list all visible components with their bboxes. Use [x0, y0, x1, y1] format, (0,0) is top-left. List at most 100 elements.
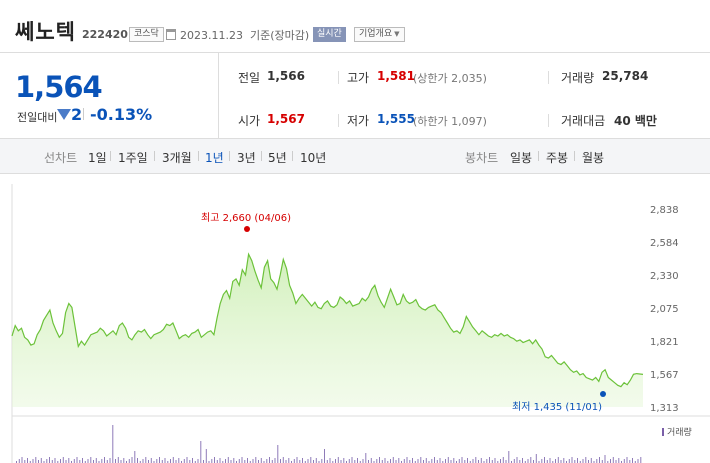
volume-bar — [560, 460, 562, 463]
period-5y[interactable]: 5년 — [268, 151, 287, 165]
volume-bar — [203, 460, 204, 463]
volume-bar — [178, 458, 180, 463]
period-1w[interactable]: 1주일 — [118, 151, 148, 165]
realtime-button[interactable]: 실시간 — [313, 27, 346, 42]
volume-bar — [502, 457, 504, 463]
volume-bar — [76, 457, 78, 463]
down-triangle-icon — [57, 109, 71, 120]
volume-bar — [442, 461, 444, 463]
company-overview-button[interactable]: 기업개요 ▼ — [354, 27, 405, 42]
volume-bar — [343, 458, 345, 463]
lower-limit: (하한가 1,097) — [413, 115, 487, 128]
volume-bar — [406, 457, 408, 463]
volume-bar — [403, 459, 405, 463]
volume-bar — [623, 459, 625, 463]
y-tick-label: 1,567 — [650, 370, 679, 381]
volume-bar — [192, 458, 193, 463]
period-10y[interactable]: 10년 — [300, 151, 327, 165]
volume-bar — [425, 458, 427, 463]
volume-bar — [269, 457, 270, 463]
volume-bar — [368, 460, 369, 463]
volume-bar — [423, 460, 424, 463]
volume-bar — [494, 458, 496, 463]
volume-bar — [120, 460, 122, 463]
volume-bar — [555, 459, 556, 463]
volume-bar — [436, 460, 438, 463]
volume-bar — [538, 461, 540, 463]
volume-bar — [241, 457, 243, 463]
volume-bar — [511, 461, 512, 463]
volume-bar — [472, 459, 474, 463]
volume-bar — [370, 458, 372, 463]
y-tick-label: 2,838 — [650, 205, 679, 216]
volume-bar — [420, 457, 422, 463]
candle-monthly[interactable]: 월봉 — [582, 151, 605, 165]
volume-bar — [376, 459, 378, 463]
low-label: 저가 — [347, 114, 370, 128]
volume-bar — [392, 457, 394, 463]
volume-bar — [577, 458, 578, 463]
open-value: 1,567 — [267, 112, 305, 126]
volume-bar — [211, 459, 213, 463]
volume-bar — [126, 461, 127, 463]
period-1y[interactable]: 1년 — [205, 151, 224, 165]
volume-bar — [197, 459, 199, 463]
change-absolute: 2 — [71, 105, 83, 124]
volume-bar — [445, 459, 446, 463]
volume-bar — [450, 460, 452, 463]
low-annotation: 최저 1,435 (11/01) — [512, 401, 602, 413]
volume-bar — [574, 460, 576, 463]
volume-bar — [38, 460, 39, 463]
price-summary: 1,564 전일대비 2 -0.13% 전일 1,566 고가 1,581 (상… — [0, 52, 710, 139]
volume-bar — [93, 460, 94, 463]
candle-chart-label: 봉차트 — [465, 151, 499, 165]
volume-bar — [326, 460, 328, 463]
volume-bar — [183, 459, 185, 463]
volume-bar — [541, 459, 543, 463]
volume-bar — [288, 458, 290, 463]
period-3y[interactable]: 3년 — [237, 151, 256, 165]
volume-bar — [109, 458, 111, 463]
volume-bar — [332, 461, 334, 463]
volume-bar — [79, 460, 81, 463]
volume-bar — [175, 460, 177, 463]
chevron-down-icon: ▼ — [394, 30, 400, 38]
volume-bar — [181, 461, 182, 463]
volume-bar — [571, 457, 573, 463]
volume-bar — [549, 458, 551, 463]
volume-bar — [57, 461, 59, 463]
volume-bar — [464, 460, 466, 463]
volume-bar — [590, 458, 592, 463]
volume-legend-label: 거래량 — [667, 426, 692, 438]
volume-bar — [307, 459, 309, 463]
period-3m[interactable]: 3개월 — [162, 151, 192, 165]
volume-bar — [271, 460, 273, 463]
volume-bar — [148, 460, 149, 463]
volume-bar — [101, 459, 103, 463]
volume-bar — [112, 425, 114, 463]
line-chart-label: 선차트 — [44, 151, 78, 165]
change-percent: -0.13% — [90, 105, 153, 124]
volume-bar — [73, 459, 75, 463]
volume-bar — [414, 461, 416, 463]
y-tick-label: 1,313 — [650, 403, 679, 414]
volume-bar — [106, 460, 108, 463]
volume-bar — [634, 461, 636, 463]
volume-bar — [522, 458, 523, 463]
volume-bar — [35, 457, 37, 463]
candle-weekly[interactable]: 주봉 — [546, 151, 569, 165]
candle-daily[interactable]: 일봉 — [510, 151, 533, 165]
volume-bar — [552, 461, 554, 463]
volume-bar — [612, 457, 614, 463]
volume-bar — [348, 459, 350, 463]
volume-bar — [629, 460, 631, 463]
volume-bar — [293, 459, 295, 463]
divider — [292, 151, 293, 161]
volume-bar — [489, 457, 490, 463]
volume-bar — [170, 459, 171, 463]
volume-bar — [544, 457, 545, 463]
price-chart[interactable]: 2,838 2,584 2,330 2,075 1,821 1,567 1,313 최고 2,… — [0, 174, 710, 463]
volume-bar — [409, 460, 411, 463]
volume-bar — [172, 457, 174, 463]
period-1d[interactable]: 1일 — [88, 151, 107, 165]
